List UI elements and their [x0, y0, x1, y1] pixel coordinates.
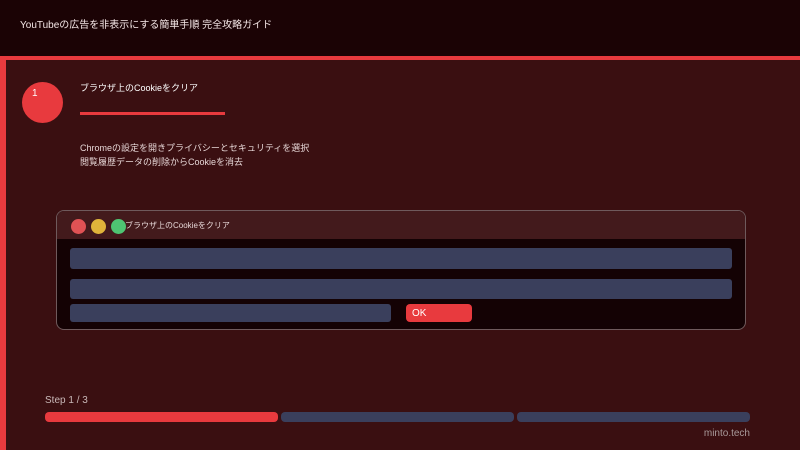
accent-border — [0, 56, 6, 450]
step-number: 1 — [32, 88, 38, 99]
description-line: Chromeの設定を開きプライバシーとセキュリティを選択 — [80, 143, 310, 153]
minimize-dot-icon — [91, 219, 106, 234]
header-title: YouTubeの広告を非表示にする簡単手順 完全攻略ガイド — [20, 20, 273, 31]
step-title: ブラウザ上のCookieをクリア — [80, 83, 199, 93]
progress-segment-3 — [517, 412, 750, 422]
brand-label: minto.tech — [703, 428, 750, 439]
progress-segment-1 — [45, 412, 278, 422]
step-number-badge: 1 — [22, 82, 63, 123]
mock-window: ブラウザ上のCookieをクリア OK — [56, 210, 746, 330]
progress-label: Step 1 / 3 — [45, 395, 88, 406]
window-title: ブラウザ上のCookieをクリア — [125, 221, 230, 230]
placeholder-row — [70, 279, 732, 299]
title-underline — [80, 112, 225, 115]
step-description: Chromeの設定を開きプライバシーとセキュリティを選択 閲覧履歴データの削除か… — [80, 141, 309, 169]
divider — [0, 56, 800, 60]
maximize-dot-icon — [111, 219, 126, 234]
ok-button[interactable]: OK — [406, 304, 472, 322]
close-dot-icon — [71, 219, 86, 234]
header: YouTubeの広告を非表示にする簡単手順 完全攻略ガイド — [0, 0, 800, 56]
description-line: 閲覧履歴データの削除からCookieを消去 — [80, 157, 244, 167]
progress-segment-2 — [281, 412, 514, 422]
window-titlebar: ブラウザ上のCookieをクリア — [57, 211, 745, 239]
placeholder-row — [70, 248, 732, 269]
placeholder-input — [70, 304, 391, 322]
